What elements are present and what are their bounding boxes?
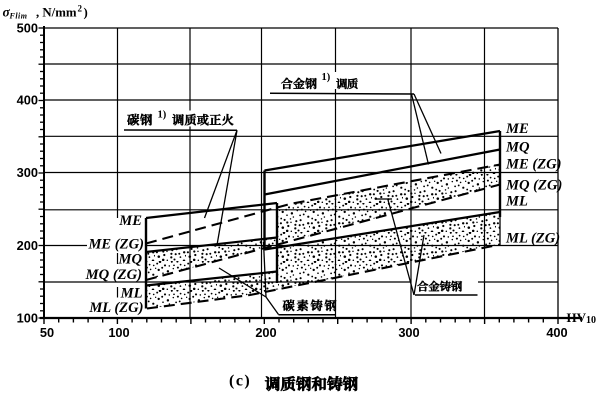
svg-text:ME: ME (118, 213, 142, 229)
svg-text:1): 1) (158, 110, 167, 121)
svg-text:1): 1) (322, 72, 331, 83)
svg-text:ME (ZG): ME (ZG) (505, 157, 562, 173)
svg-text:ML (ZG): ML (ZG) (88, 300, 143, 316)
svg-text:ML: ML (505, 194, 528, 210)
svg-text:MQ: MQ (505, 140, 530, 156)
svg-text:Flim: Flim (9, 12, 28, 21)
svg-text:50: 50 (40, 325, 54, 340)
svg-text:200: 200 (255, 325, 276, 340)
svg-text:200: 200 (17, 238, 38, 253)
svg-text:ME: ME (505, 121, 529, 137)
svg-text:(c): (c) (229, 373, 251, 390)
svg-text:400: 400 (546, 325, 567, 340)
svg-text:, N/mm: , N/mm (36, 6, 77, 20)
svg-text:500: 500 (17, 20, 38, 35)
svg-text:): ) (84, 6, 88, 20)
svg-text:MQ (ZG): MQ (ZG) (505, 178, 562, 194)
svg-text:10: 10 (586, 315, 596, 326)
svg-text:300: 300 (398, 325, 419, 340)
svg-text:300: 300 (17, 165, 38, 180)
svg-text:100: 100 (108, 325, 129, 340)
svg-text:MQ (ZG): MQ (ZG) (85, 267, 142, 283)
svg-text:ML (ZG): ML (ZG) (505, 231, 560, 247)
svg-text:2: 2 (78, 4, 83, 14)
svg-text:HV: HV (567, 310, 587, 325)
svg-text:MQ: MQ (117, 252, 142, 268)
svg-text:400: 400 (17, 92, 38, 107)
svg-text:100: 100 (17, 310, 38, 325)
svg-text:ME (ZG): ME (ZG) (87, 237, 144, 253)
